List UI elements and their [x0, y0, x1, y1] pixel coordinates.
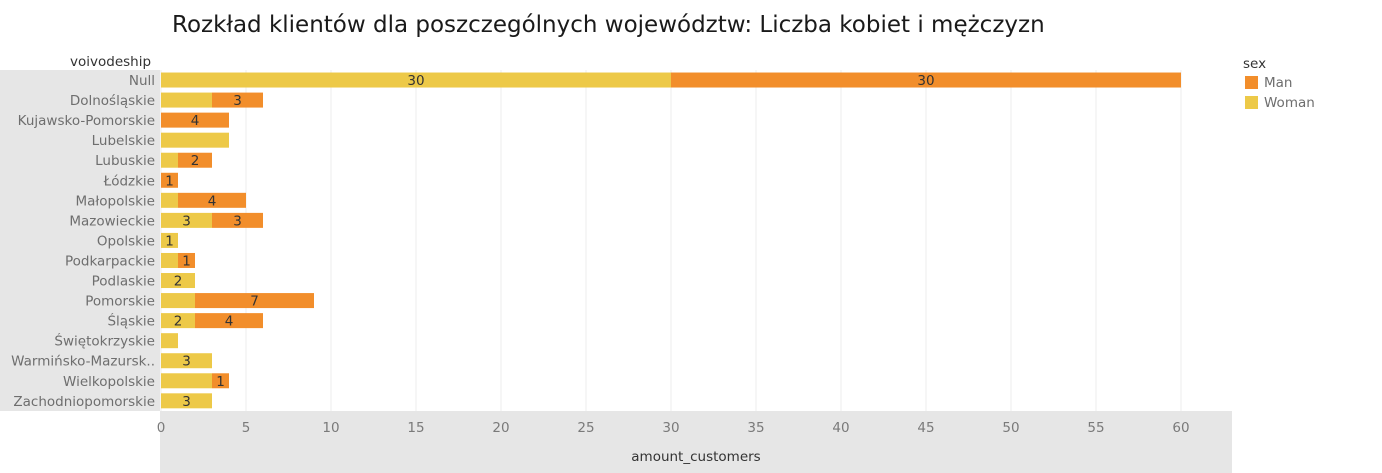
data-label-wielkopolskie-man: 1	[216, 374, 225, 390]
bars	[161, 72, 1181, 409]
data-label-slaskie-man: 4	[225, 314, 234, 330]
category-labels: Null Dolnośląskie Kujawsko-Pomorskie Lubels…	[11, 73, 155, 410]
category-label-opolskie: Opolskie	[97, 233, 155, 249]
category-label-kujawsko-pomorskie: Kujawsko-Pomorskie	[18, 113, 155, 129]
x-tick-label: 50	[1002, 420, 1019, 436]
bar-zachodniopomorskie-woman	[161, 393, 212, 409]
bar-podkarpackie-man	[178, 252, 195, 268]
data-label-pomorskie-man: 7	[250, 294, 259, 310]
category-label-pomorskie: Pomorskie	[85, 294, 155, 310]
data-label-null-woman: 30	[407, 73, 424, 89]
x-tick-label: 40	[832, 420, 849, 436]
bar-slaskie-woman	[161, 313, 195, 329]
category-label-podlaskie: Podlaskie	[92, 274, 155, 290]
row-header: voivodeship	[70, 54, 151, 70]
category-label-swietokrzyskie: Świętokrzyskie	[54, 332, 155, 350]
data-label-mazowieckie-man: 3	[233, 213, 242, 229]
x-tick-label: 45	[917, 420, 934, 436]
data-label-podkarpackie-man: 1	[182, 253, 191, 269]
bar-wielkopolskie-woman	[161, 373, 212, 389]
bar-pomorskie-woman	[161, 293, 195, 309]
category-label-lodzkie: Łódzkie	[103, 173, 155, 189]
data-label-null-man: 30	[917, 73, 934, 89]
bar-wielkopolskie-man	[212, 373, 229, 389]
bar-kujawsko-pomorskie-man	[161, 112, 229, 128]
category-label-null: Null	[129, 73, 155, 89]
data-label-lubuskie-man: 2	[191, 153, 200, 169]
x-tick-label: 0	[157, 420, 166, 436]
x-axis-title: amount_customers	[631, 449, 760, 465]
category-label-dolnoslaskie: Dolnośląskie	[70, 93, 155, 109]
category-label-podkarpackie: Podkarpackie	[65, 253, 155, 269]
category-label-mazowieckie: Mazowieckie	[69, 213, 155, 229]
bar-dolnoslaskie-woman	[161, 92, 212, 108]
bar-podkarpackie-woman	[161, 252, 178, 268]
bar-warminsko-mazursk-woman	[161, 353, 212, 369]
category-label-zachodniopomorskie: Zachodniopomorskie	[13, 394, 155, 410]
category-label-lubelskie: Lubelskie	[92, 133, 155, 149]
category-pane	[0, 70, 160, 411]
legend-swatch-woman	[1245, 96, 1258, 109]
gridlines	[160, 70, 1182, 411]
axis-pane	[160, 411, 1232, 473]
bar-lubuskie-man	[178, 152, 212, 168]
x-tick-label: 5	[242, 420, 251, 436]
chart-title: Rozkład klientów dla poszczególnych woje…	[172, 12, 1045, 38]
bar-opolskie-woman	[161, 232, 178, 248]
data-label-opolskie-woman: 1	[165, 233, 174, 249]
legend-label-woman: Woman	[1264, 95, 1315, 111]
data-label-zachodniopomorskie-woman: 3	[182, 394, 191, 410]
category-label-malopolskie: Małopolskie	[75, 193, 155, 209]
data-label-mazowieckie-woman: 3	[182, 213, 191, 229]
data-label-warminsko-mazursk-woman: 3	[182, 354, 191, 370]
bar-mazowieckie-man	[212, 212, 263, 228]
x-axis-ticks: 0 5 10 15 20 25 30 35 40 45 50 55 60	[157, 420, 1190, 436]
data-label-malopolskie-man: 4	[208, 193, 217, 209]
bar-mazowieckie-woman	[161, 212, 212, 228]
data-label-podlaskie-woman: 2	[174, 274, 183, 290]
bar-lubelskie-woman	[161, 132, 229, 148]
x-tick-label: 35	[747, 420, 764, 436]
data-label-lodzkie-man: 1	[165, 173, 174, 189]
bar-lodzkie-man	[161, 172, 178, 188]
legend-swatch-man	[1245, 76, 1258, 89]
data-label-dolnoslaskie-man: 3	[233, 93, 242, 109]
data-label-kujawsko-pomorskie-man: 4	[191, 113, 200, 129]
x-tick-label: 20	[492, 420, 509, 436]
bar-null-man	[671, 72, 1181, 88]
bar-podlaskie-woman	[161, 273, 195, 289]
category-label-warminsko-mazursk: Warmińsko-Mazursk..	[11, 354, 155, 370]
bar-null-woman	[161, 72, 671, 88]
bar-malopolskie-woman	[161, 192, 178, 208]
data-label-slaskie-woman: 2	[174, 314, 183, 330]
x-tick-label: 25	[577, 420, 594, 436]
category-label-lubuskie: Lubuskie	[95, 153, 155, 169]
bar-dolnoslaskie-man	[212, 92, 263, 108]
x-tick-label: 55	[1087, 420, 1104, 436]
category-label-wielkopolskie: Wielkopolskie	[63, 374, 155, 390]
bar-malopolskie-man	[178, 192, 246, 208]
category-label-slaskie: Śląskie	[107, 312, 155, 330]
x-tick-label: 15	[407, 420, 424, 436]
bar-lubuskie-woman	[161, 152, 178, 168]
bar-swietokrzyskie-woman	[161, 333, 178, 349]
x-tick-label: 10	[322, 420, 339, 436]
x-tick-label: 60	[1172, 420, 1189, 436]
bar-slaskie-man	[195, 313, 263, 329]
bar-pomorskie-man	[195, 293, 314, 309]
legend-title: sex	[1243, 56, 1266, 72]
x-tick-label: 30	[662, 420, 679, 436]
legend-label-man: Man	[1264, 75, 1292, 91]
legend: sex Man Woman	[1243, 56, 1315, 111]
